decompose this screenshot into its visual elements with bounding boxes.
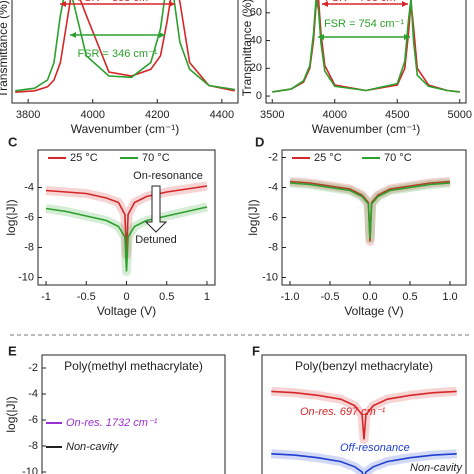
x-tick-label: 4500 [385, 109, 409, 121]
y-tick-label: -8 [268, 241, 278, 253]
panel-label: C [8, 134, 18, 149]
plot-area [289, 177, 451, 246]
annotation: On-resonance [133, 170, 203, 182]
legend-label: Non-cavity [410, 462, 463, 474]
y-tick-label: -6 [268, 211, 278, 223]
x-tick-label: -0.5 [77, 291, 96, 303]
y-tick-label: 40 [250, 34, 262, 46]
x-tick-label: 5000 [448, 109, 472, 121]
x-tick-label: 3800 [16, 109, 40, 121]
plot-area [45, 181, 208, 276]
legend-label: On-res. 1732 cm⁻¹ [66, 417, 158, 429]
y-tick-label: -10 [22, 466, 38, 474]
plot-frame [265, 0, 467, 104]
y-tick-label: -6 [28, 414, 38, 426]
y-tick-label: -4 [28, 388, 38, 400]
x-tick-label: 1.0 [442, 291, 457, 303]
y-tick-label: -10 [262, 271, 278, 283]
plot-frame [11, 0, 239, 104]
annotation: FSR = 754 cm⁻¹ [324, 18, 404, 30]
y-axis-title: Transmittance (%) [240, 0, 254, 96]
series-line [272, 0, 460, 93]
series-line [271, 453, 457, 474]
y-tick-label: 60 [250, 7, 262, 19]
annotation: FSR = 768 cm⁻¹ [325, 0, 405, 4]
series-line [271, 390, 457, 440]
x-tick-label: 0.5 [402, 291, 417, 303]
y-tick-label: -8 [28, 440, 38, 452]
y-tick-label: -4 [24, 181, 34, 193]
y-tick-label: -6 [24, 211, 34, 223]
x-axis-title: Voltage (V) [97, 304, 156, 318]
y-axis-title: log(|J|) [4, 199, 18, 235]
plot-area [271, 386, 457, 474]
x-tick-label: -0.5 [321, 291, 340, 303]
series-line [15, 0, 235, 93]
x-tick-label: -1 [41, 291, 51, 303]
legend-label: 70 °C [142, 152, 170, 164]
series-line [15, 0, 235, 92]
series-line [45, 206, 208, 272]
series-line [272, 0, 460, 93]
y-tick-label: -4 [268, 181, 278, 193]
x-tick-label: 0.0 [362, 291, 377, 303]
y-axis-title: log(|J|) [4, 396, 18, 432]
y-tick-label: -10 [18, 271, 34, 283]
plot-area [15, 0, 235, 93]
x-tick-label: 4400 [210, 109, 234, 121]
x-tick-label: 0 [123, 291, 129, 303]
y-tick-label: -2 [268, 151, 278, 163]
annotation: FSR = 346 cm⁻¹ [77, 48, 157, 60]
series-label: Off-resonance [340, 442, 410, 454]
x-tick-label: 4200 [145, 109, 169, 121]
x-tick-label: 1 [204, 291, 210, 303]
legend-label: Non-cavity [66, 441, 119, 453]
y-axis-title: log(|J|) [246, 199, 260, 235]
legend-label: 25 °C [70, 152, 98, 164]
annotation: Detuned [135, 234, 177, 246]
panel-label: D [255, 134, 264, 149]
x-axis-title: Wavenumber (cm⁻¹) [71, 122, 180, 136]
x-tick-label: 0.5 [159, 291, 174, 303]
x-tick-label: -1.0 [281, 291, 300, 303]
panel-subtitle: Poly(benzyl methacrylate) [295, 359, 433, 373]
panel-subtitle: Poly(methyl methacrylate) [64, 359, 203, 373]
annotation-arrow [144, 185, 168, 233]
x-tick-label: 4000 [80, 109, 104, 121]
panel-label: E [8, 343, 17, 358]
series-label: On-res. 697 cm⁻¹ [300, 406, 386, 418]
annotation: FSR = 353 cm⁻¹ [77, 0, 157, 4]
legend-label: 70 °C [384, 152, 412, 164]
series-line [289, 182, 451, 239]
panel-label: F [252, 343, 260, 358]
y-tick-label: 0 [256, 90, 262, 102]
y-tick-label: -8 [24, 241, 34, 253]
x-tick-label: 3500 [260, 109, 284, 121]
y-tick-label: 20 [250, 62, 262, 74]
x-axis-title: Wavenumber (cm⁻¹) [312, 122, 421, 136]
y-tick-label: -2 [28, 362, 38, 374]
plot-area [272, 0, 460, 93]
series-line [289, 180, 451, 242]
plot-frame [261, 354, 467, 474]
legend-label: 25 °C [314, 152, 342, 164]
x-axis-title: Voltage (V) [344, 304, 403, 318]
y-axis-title: Transmittance (%) [0, 0, 10, 98]
x-tick-label: 4000 [323, 109, 347, 121]
